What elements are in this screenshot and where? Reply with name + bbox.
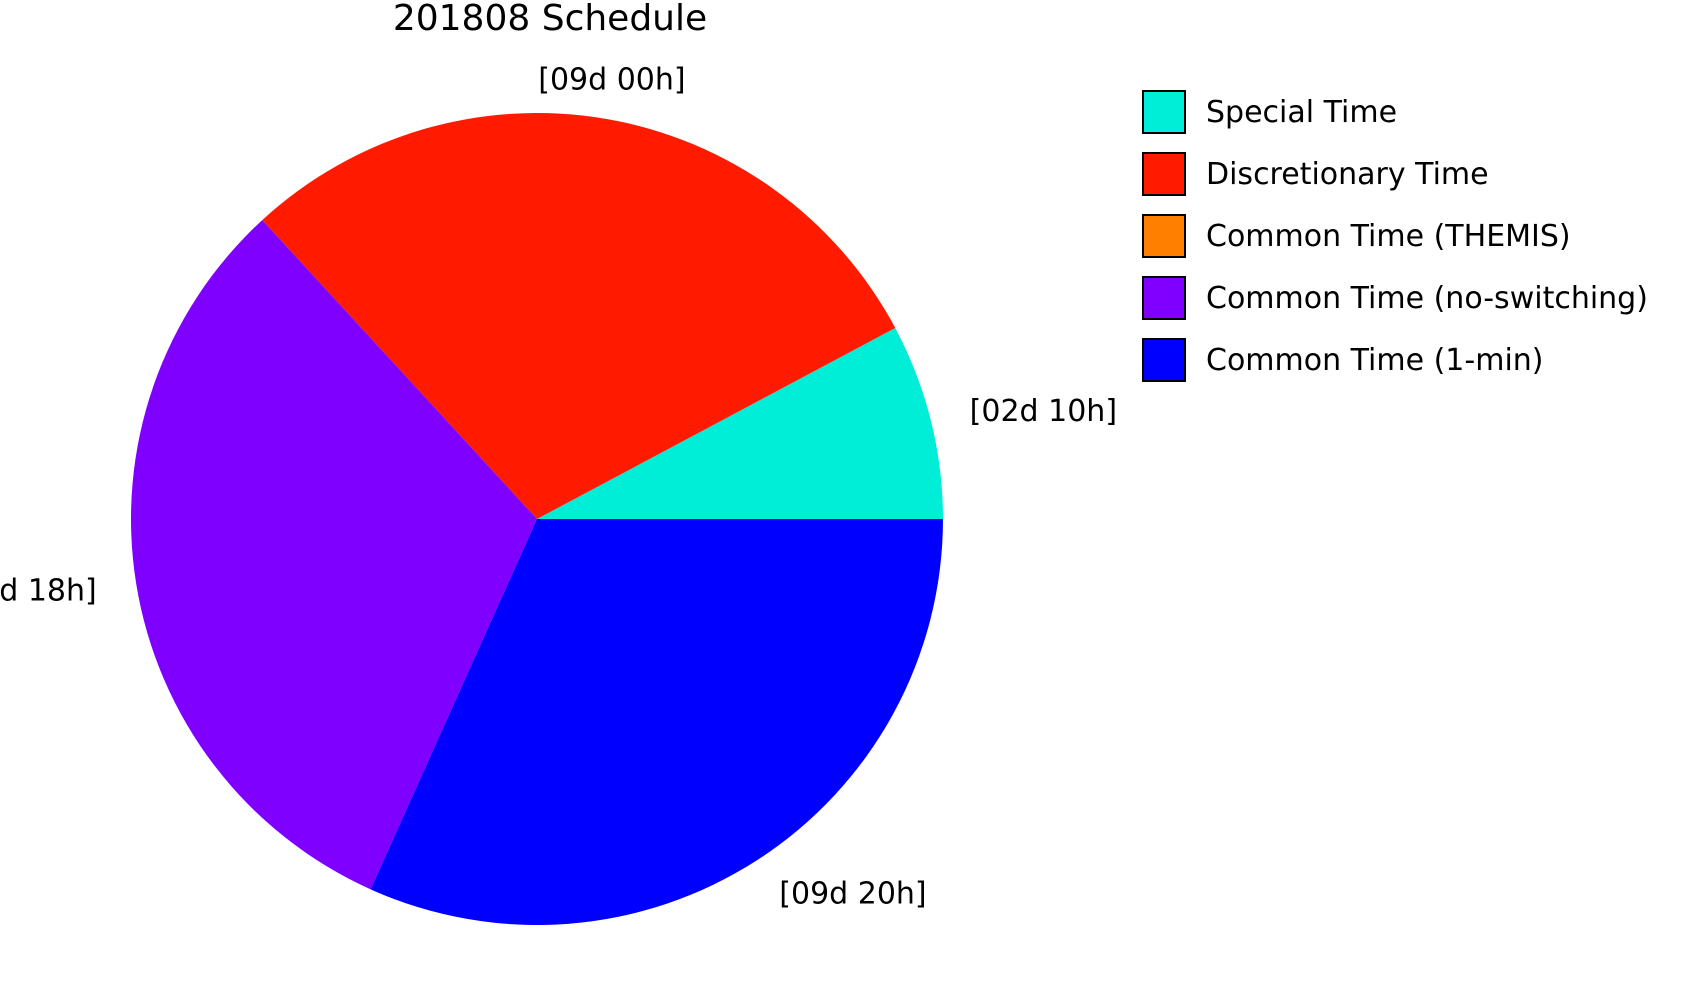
legend-label-common-time-themis: Common Time (THEMIS) (1206, 219, 1571, 254)
legend: Special Time Discretionary Time Common Tim… (1142, 90, 1648, 382)
pie-slice-common-time-1-min (370, 519, 944, 925)
pie-slice-labels: [02d 10h] [09d 00h] [09d 18h] [09d 20h] (0, 62, 1117, 911)
pie-slices (130, 112, 944, 925)
legend-swatch-common-time-themis (1142, 214, 1186, 258)
legend-swatch-common-time-1-min (1142, 338, 1186, 382)
legend-label-discretionary-time: Discretionary Time (1206, 157, 1489, 192)
legend-label-special-time: Special Time (1206, 95, 1397, 130)
slice-label-special-time: [02d 10h] (970, 394, 1117, 429)
pie-slice-discretionary-time (262, 112, 896, 519)
legend-label-common-time-no-switching: Common Time (no-switching) (1206, 281, 1648, 316)
slice-label-common-time-no-switching: [09d 18h] (0, 573, 97, 608)
slice-label-discretionary-time: [09d 00h] (538, 62, 685, 97)
legend-swatch-discretionary-time (1142, 152, 1186, 196)
legend-swatch-special-time (1142, 90, 1186, 134)
chart-title: 201808 Schedule (393, 0, 707, 39)
legend-swatch-common-time-no-switching (1142, 276, 1186, 320)
legend-label-common-time-1-min: Common Time (1-min) (1206, 343, 1544, 378)
pie-slice-common-time-no-switching (130, 220, 538, 890)
pie-slice-special-time (537, 327, 943, 519)
slice-label-common-time-1-min: [09d 20h] (779, 876, 926, 911)
